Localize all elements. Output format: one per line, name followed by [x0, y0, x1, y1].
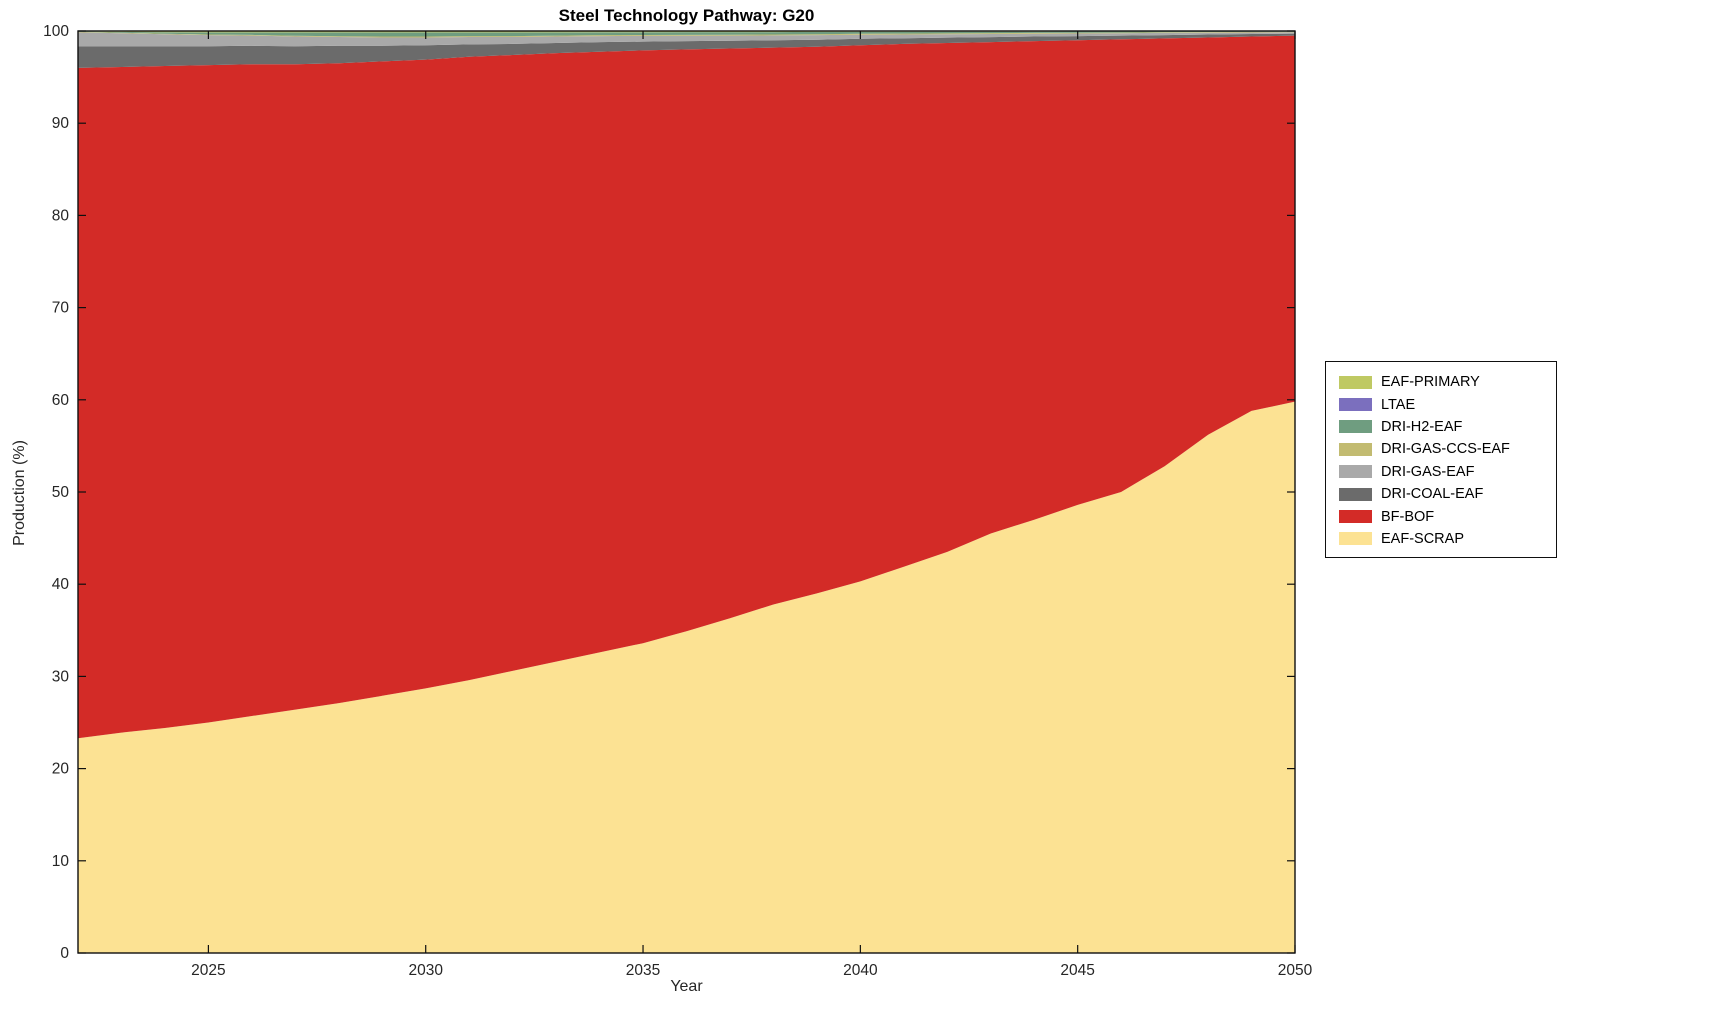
- y-tick-label: 20: [52, 761, 70, 778]
- legend-item-dri-gas-ccs-eaf: DRI-GAS-CCS-EAF: [1339, 438, 1556, 460]
- legend-item-bf-bof: BF-BOF: [1339, 505, 1556, 527]
- y-tick-label: 10: [52, 853, 70, 870]
- legend-item-dri-coal-eaf: DRI-COAL-EAF: [1339, 483, 1556, 505]
- x-tick-label: 2025: [191, 962, 225, 979]
- legend-item-dri-h2-eaf: DRI-H2-EAF: [1339, 416, 1556, 438]
- y-tick-label: 40: [52, 576, 70, 593]
- legend-swatch-dri-gas-eaf: [1339, 465, 1372, 479]
- y-tick-label: 30: [52, 668, 70, 685]
- legend-swatch-ltae: [1339, 398, 1372, 412]
- x-tick-label: 2045: [1060, 962, 1094, 979]
- y-axis-label: Production (%): [11, 440, 28, 546]
- legend-item-eaf-scrap: EAF-SCRAP: [1339, 528, 1556, 550]
- legend-item-dri-gas-eaf: DRI-GAS-EAF: [1339, 461, 1556, 483]
- legend-label-bf-bof: BF-BOF: [1381, 508, 1435, 525]
- x-tick-label: 2040: [843, 962, 878, 979]
- x-tick-label: 2035: [626, 962, 660, 979]
- area-bf-bof: [78, 35, 1295, 739]
- area-series-group: [78, 31, 1295, 954]
- legend-label-eaf-primary: EAF-PRIMARY: [1381, 374, 1480, 391]
- x-tick-label: 2050: [1278, 962, 1313, 979]
- y-tick-label: 50: [52, 484, 70, 501]
- y-tick-label: 70: [52, 300, 70, 317]
- area-dri-coal-eaf: [78, 33, 1295, 68]
- area-eaf-scrap: [78, 401, 1295, 954]
- tick-marks: [78, 30, 1296, 954]
- legend-item-ltae: LTAE: [1339, 393, 1556, 415]
- legend-swatch-dri-coal-eaf: [1339, 487, 1372, 501]
- y-tick-label: 60: [52, 392, 70, 409]
- y-tick-label: 80: [52, 207, 70, 224]
- x-axis-label: Year: [670, 978, 703, 995]
- legend-label-dri-gas-ccs-eaf: DRI-GAS-CCS-EAF: [1381, 441, 1510, 458]
- area-dri-gas-eaf: [78, 32, 1295, 47]
- legend-swatch-dri-h2-eaf: [1339, 420, 1372, 434]
- area-dri-gas-ccs-eaf: [78, 31, 1295, 38]
- chart-title: Steel Technology Pathway: G20: [558, 6, 815, 25]
- legend-label-dri-gas-eaf: DRI-GAS-EAF: [1381, 463, 1475, 480]
- legend-label-eaf-scrap: EAF-SCRAP: [1381, 530, 1464, 547]
- legend-swatch-bf-bof: [1339, 510, 1372, 524]
- area-dri-h2-eaf: [78, 31, 1295, 37]
- y-tick-label: 100: [43, 23, 69, 40]
- y-tick-label: 90: [52, 115, 70, 132]
- y-tick-label: 0: [60, 945, 69, 962]
- x-tick-label: 2030: [408, 962, 443, 979]
- chart-legend: EAF-PRIMARY LTAE DRI-H2-EAF DRI-GAS-CCS-EAF…: [1325, 361, 1557, 559]
- legend-item-eaf-primary: EAF-PRIMARY: [1339, 371, 1556, 393]
- legend-label-dri-h2-eaf: DRI-H2-EAF: [1381, 418, 1463, 435]
- legend-label-dri-coal-eaf: DRI-COAL-EAF: [1381, 486, 1484, 503]
- tick-labels: 2025 2030 2035 2040 2045 20500102030405060708…: [43, 23, 1312, 979]
- legend-swatch-eaf-scrap: [1339, 532, 1372, 546]
- legend-swatch-dri-gas-ccs-eaf: [1339, 442, 1372, 456]
- legend-swatch-eaf-primary: [1339, 375, 1372, 389]
- legend-label-ltae: LTAE: [1381, 396, 1416, 413]
